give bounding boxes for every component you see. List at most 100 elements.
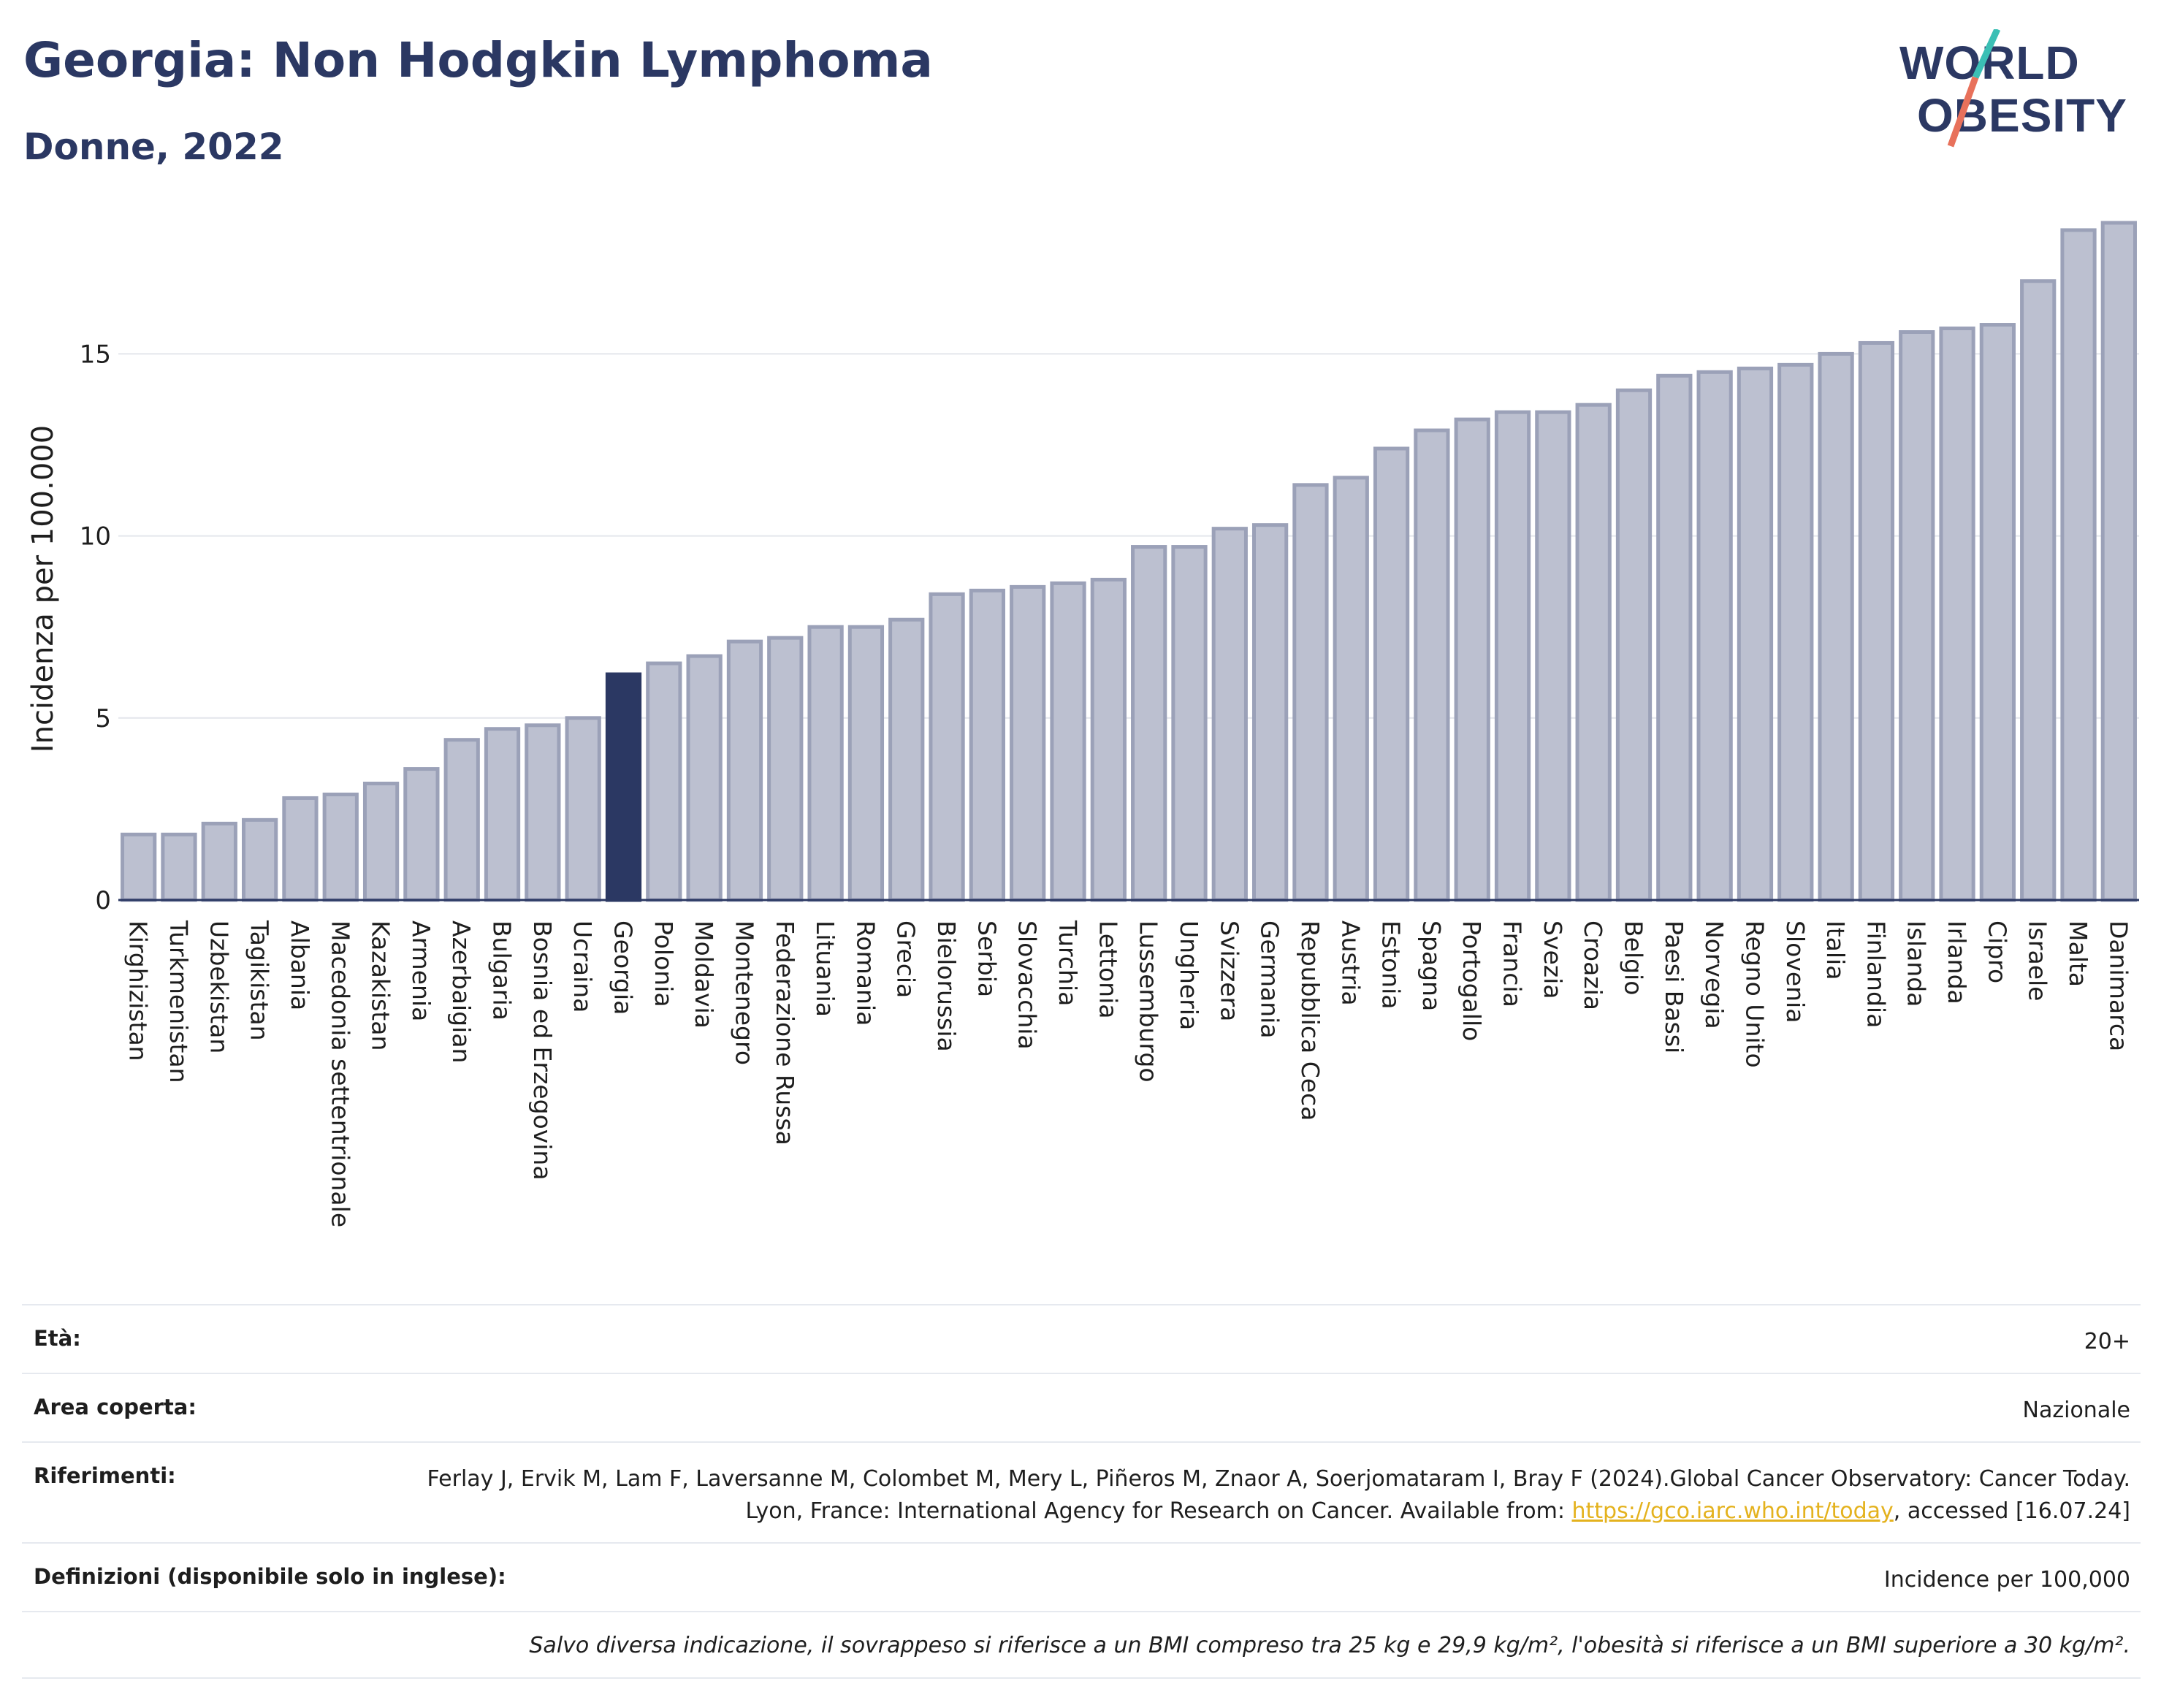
bar-uzbekistan [201, 821, 237, 902]
bar-montenegro [726, 639, 763, 902]
meta-age-label: Età: [34, 1326, 81, 1351]
bar-moldavia [686, 654, 723, 902]
bar-slovacchia [1010, 584, 1046, 902]
x-tick-label: Moldavia [690, 920, 718, 1029]
logo-slash-coral [1947, 76, 1979, 148]
bar-israele [2020, 279, 2057, 902]
y-tick-label: 10 [80, 522, 111, 552]
x-tick-label: Bosnia ed Erzegovina [528, 920, 557, 1181]
meta-defs-value: Incidence per 100,000 [1883, 1567, 2130, 1593]
bar-malta [2060, 228, 2097, 902]
x-tick-label: Svezia [1539, 920, 1567, 999]
meta-age-value: 20+ [2084, 1329, 2130, 1354]
bar-germania [1251, 523, 1289, 902]
meta-refs-label: Riferimenti: [34, 1463, 176, 1488]
x-tick-label: Paesi Bassi [1660, 920, 1688, 1053]
x-tick-label: Israele [2024, 920, 2052, 1002]
bar-svezia [1535, 410, 1571, 902]
bar-portogallo [1454, 417, 1490, 902]
meta-area-value: Nazionale [2022, 1398, 2130, 1423]
x-tick-label: Croazia [1579, 920, 1607, 1010]
bar-bosnia-ed-erzegovina [525, 723, 561, 902]
x-tick-label: Bielorussia [932, 920, 961, 1052]
bar-spagna [1414, 428, 1450, 902]
x-tick-label: Kazakistan [367, 920, 395, 1051]
bar-turkmenistan [161, 832, 197, 902]
x-tick-label: Turchia [1053, 920, 1082, 1006]
x-tick-label: Islanda [1902, 920, 1931, 1007]
bar-ucraina [565, 716, 601, 902]
bar-austria [1333, 476, 1369, 902]
x-tick-label: Azerbaigian [447, 920, 476, 1063]
x-tick-label: Montenegro [730, 920, 758, 1065]
bar-repubblica-ceca [1292, 483, 1329, 902]
x-tick-label: Austria [1336, 920, 1365, 1006]
bar-kazakistan [362, 782, 400, 902]
bar-romania [847, 625, 885, 902]
bar-kirghizistan [121, 832, 157, 902]
x-tick-label: Francia [1498, 920, 1527, 1007]
world-obesity-logo: WORLD OBESITY [1899, 29, 2127, 148]
x-tick-label: Bulgaria [488, 920, 517, 1021]
x-tick-label: Irlanda [1943, 920, 1971, 1004]
y-axis-title: Incidenza per 100.000 [26, 425, 60, 752]
meta-row-definitions: Definizioni (disponibile solo in inglese… [22, 1542, 2141, 1611]
bar-serbia [969, 588, 1006, 902]
y-tick-label: 5 [95, 704, 111, 733]
x-tick-label: Federazione Russa [771, 920, 799, 1145]
bar-lettonia [1090, 577, 1127, 902]
bar-federazione-russa [767, 636, 804, 902]
bar-chart: 0 5 10 15 Kirghizistan Turkmenistan Uzbekista… [26, 221, 2139, 1227]
x-tick-label: Slovacchia [1013, 920, 1042, 1050]
bar-tagikistan [241, 817, 278, 902]
reference-link[interactable]: https://gco.iarc.who.int/today [1571, 1498, 1894, 1524]
x-tick-label: Georgia [609, 920, 638, 1015]
x-tick-label: Germania [1256, 920, 1284, 1039]
metadata-table: Età: 20+ Area coperta: Nazionale Riferim… [22, 1304, 2141, 1679]
x-tick-label: Armenia [407, 920, 435, 1021]
bar-paesi-bassi [1656, 373, 1693, 902]
bar-macedonia-settentrionale [322, 792, 359, 902]
x-tick-label: Macedonia settentrionale [326, 920, 354, 1227]
x-tick-label: Italia [1821, 920, 1850, 980]
y-tick-label: 0 [95, 886, 111, 915]
bar-armenia [403, 767, 440, 902]
meta-refs-suffix: , accessed [16.07.24] [1893, 1498, 2130, 1524]
meta-area-label: Area coperta: [34, 1395, 197, 1419]
bar-albania [282, 796, 319, 902]
page-subtitle: Donne, 2022 [23, 126, 284, 168]
x-tick-label: Slovenia [1781, 920, 1810, 1023]
x-tick-label: Tagikistan [245, 920, 274, 1041]
x-tick-label: Regno Unito [1740, 920, 1769, 1068]
bars-layer [121, 221, 2137, 902]
x-tick-label: Kirghizistan [124, 920, 153, 1061]
bar-slovenia [1777, 362, 1814, 902]
x-axis-ticks: Kirghizistan Turkmenistan Uzbekistan Tagiki… [124, 920, 2133, 1227]
x-tick-label: Romania [851, 920, 880, 1026]
bar-grecia [888, 617, 925, 902]
x-tick-label: Belgio [1620, 920, 1648, 995]
x-tick-label: Portogallo [1457, 920, 1486, 1041]
bar-finlandia [1858, 340, 1895, 902]
bar-bulgaria [484, 727, 521, 902]
x-tick-label: Svizzera [1215, 920, 1243, 1021]
x-tick-label: Lettonia [1094, 920, 1122, 1018]
x-tick-label: Finlandia [1861, 920, 1890, 1028]
meta-defs-label: Definizioni (disponibile solo in inglese… [34, 1564, 506, 1589]
x-tick-label: Albania [286, 920, 314, 1010]
bar-islanda [1899, 330, 1935, 902]
x-tick-label: Polonia [649, 920, 678, 1007]
bar-bielorussia [929, 592, 965, 902]
bar-lituania [807, 625, 844, 902]
y-axis-ticks: 0 5 10 15 [80, 340, 111, 915]
x-tick-label: Lussemburgo [1135, 920, 1163, 1083]
x-tick-label: Spagna [1417, 920, 1446, 1011]
bar-svizzera [1211, 527, 1248, 902]
x-tick-label: Ucraina [568, 920, 597, 1013]
x-tick-label: Serbia [972, 920, 1001, 997]
footnote: Salvo diversa indicazione, il sovrappeso… [22, 1611, 2141, 1679]
x-tick-label: Norvegia [1700, 920, 1729, 1029]
x-tick-label: Grecia [892, 920, 921, 998]
meta-row-age: Età: 20+ [22, 1304, 2141, 1373]
x-tick-label: Estonia [1377, 920, 1406, 1009]
